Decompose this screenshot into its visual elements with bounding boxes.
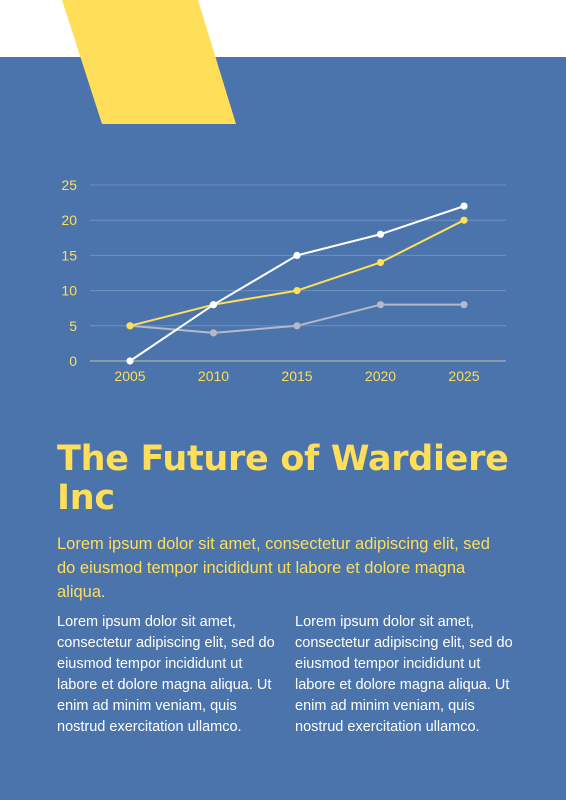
chart-series [126, 202, 468, 365]
lead-paragraph: Lorem ipsum dolor sit amet, consectetur … [57, 535, 490, 601]
data-point [293, 287, 301, 295]
y-tick-label: 15 [61, 247, 77, 263]
data-point [460, 202, 468, 210]
data-point [460, 301, 468, 309]
x-tick-label: 2005 [114, 368, 145, 384]
y-axis-labels: 0 5 10 15 20 25 [61, 177, 77, 369]
series-line [129, 219, 465, 327]
data-point [376, 301, 385, 309]
series-line [129, 205, 465, 362]
data-point [126, 322, 134, 330]
data-point [209, 329, 218, 337]
x-axis-labels: 2005 2010 2015 2020 2025 [114, 368, 479, 384]
y-tick-label: 10 [61, 283, 77, 299]
x-tick-label: 2025 [448, 368, 479, 384]
page-title: The Future of Wardiere Inc [57, 439, 509, 518]
x-tick-label: 2015 [281, 368, 312, 384]
background-panel [0, 57, 566, 800]
data-point [293, 251, 301, 259]
data-point [376, 230, 385, 238]
accent-stripe [62, 0, 236, 124]
data-point [126, 357, 134, 365]
data-point [293, 322, 301, 330]
body-column-left: Lorem ipsum dolor sit amet, consectetur … [57, 614, 275, 735]
y-tick-label: 25 [61, 177, 77, 193]
y-tick-label: 5 [69, 318, 77, 334]
data-point [376, 258, 385, 267]
x-tick-label: 2010 [198, 368, 229, 384]
y-tick-label: 20 [61, 212, 77, 228]
x-tick-label: 2020 [365, 368, 396, 384]
chart-grid [90, 184, 506, 362]
y-tick-label: 0 [69, 353, 77, 369]
data-point [460, 216, 468, 224]
data-point [209, 301, 218, 309]
body-column-right: Lorem ipsum dolor sit amet, consectetur … [295, 614, 513, 735]
